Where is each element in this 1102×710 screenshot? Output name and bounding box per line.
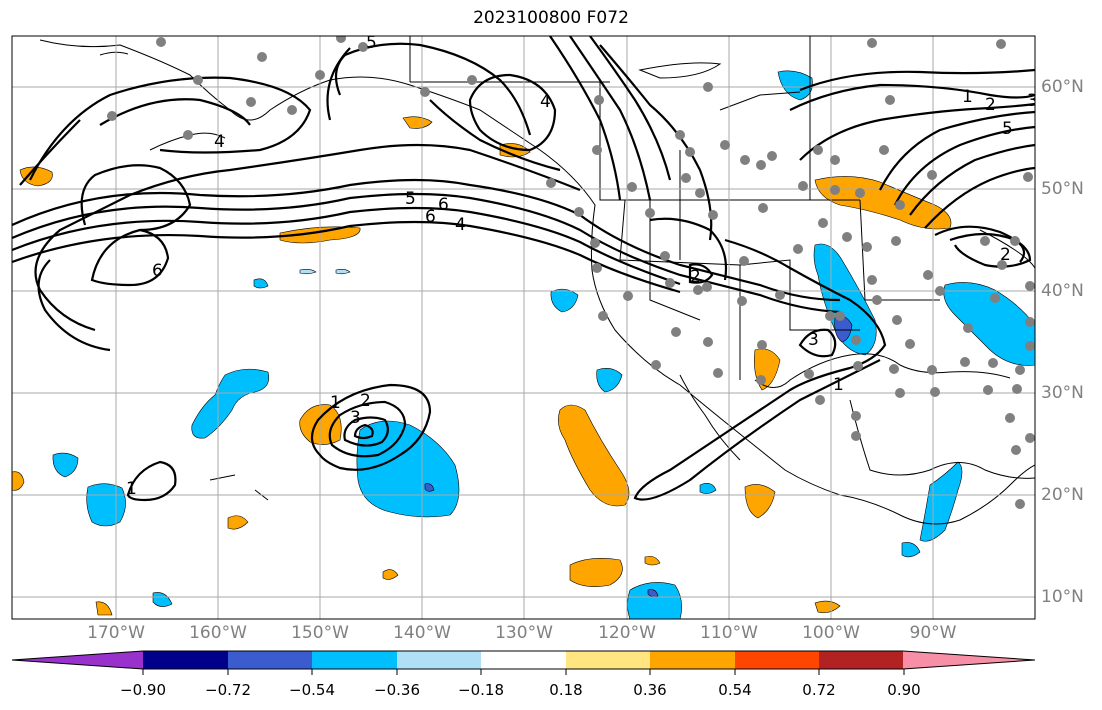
contour-label: 3 [350,408,361,428]
orange-region [12,471,25,491]
colorbar-segment [143,651,228,669]
blue-region [550,288,579,313]
blue-region [86,483,126,527]
colorbar-segments [12,651,1035,669]
orange-region [569,558,623,587]
colorbar-tick-label: −0.72 [205,681,251,699]
contour-label: 3 [808,330,819,350]
colorbar-outline [11,650,1036,670]
orange-region [95,601,113,616]
contour-label: 4 [455,215,466,235]
blue-region [299,269,317,275]
contour-label: 6 [152,261,163,281]
colorbar-ticks [142,669,905,675]
longitude-label: 170°W [87,623,145,643]
contour-label: 4 [214,132,225,152]
contour-label: 2 [360,391,371,411]
contour-label: 2 [690,267,701,287]
orange-region [644,555,661,566]
colorbar-segment [819,651,904,669]
orange-region [227,515,249,530]
blue-region [596,368,623,393]
colorbar-segment [481,651,566,669]
longitude-label: 150°W [291,623,349,643]
blue-region [335,269,351,275]
station-dots [107,36,1035,509]
longitude-label: 130°W [495,623,553,643]
orange-region [744,484,776,519]
contour-label: 2 [1000,245,1011,265]
contour-label: 1 [962,87,973,107]
colorbar-segment [903,651,904,669]
colorbar-tick-label: −0.18 [458,681,504,699]
contour-label: 5 [405,189,416,209]
blue-region [253,278,269,289]
longitude-label: 110°W [700,623,758,643]
blue-region [152,592,173,607]
contour-label: 4 [540,92,551,112]
latitude-label: 50°N [1041,179,1084,199]
colorbar-segment [312,651,397,669]
map-frame [11,35,1036,620]
orange-region [382,569,399,580]
colorbar-segment [650,651,735,669]
blue-region [813,243,877,356]
orange-region [402,116,433,129]
blue-region [901,542,921,558]
blue-region [699,483,717,494]
contour-label: 3 [1027,91,1038,111]
colorbar-segment [903,651,1035,669]
orange-region [814,176,952,230]
blue-region [627,582,682,619]
colorbar-tick-label: −0.36 [374,681,420,699]
latitude-label: 10°N [1041,587,1084,607]
colorbar-tick-label: −0.54 [289,681,335,699]
forecast-map: 1 2 3 4 5 6 1 2 3 4 5 6 1 2 3 4 5 6 1 2 [11,33,1038,620]
colorbar-segment [566,651,650,669]
longitude-label: 100°W [802,623,860,643]
contour-label: 6 [438,195,449,215]
colorbar-tick-label: −0.90 [120,681,166,699]
colorbar-segment [397,651,481,669]
latitude-label: 60°N [1041,77,1084,97]
longitude-label: 140°W [393,623,451,643]
contour-label-group: 1 2 3 4 5 6 1 2 3 4 5 6 1 2 3 4 5 6 1 2 [126,33,1038,499]
colorbar-segment [228,651,312,669]
latitude-label: 30°N [1041,383,1084,403]
contour-label: 5 [366,33,377,53]
colorbar-tick-label: 0.54 [718,681,752,699]
colorbar-tick-label: 0.18 [549,681,583,699]
contour-label: 5 [1002,119,1013,139]
colorbar-tick-label: 0.90 [887,681,921,699]
blue-region [356,420,460,518]
blue-region [52,452,79,478]
longitude-label: 120°W [598,623,656,643]
colorbar-segment [12,651,143,669]
blue-region [919,461,963,542]
purple-region [424,483,435,492]
latitude-label: 20°N [1041,485,1084,505]
colorbar-segment [735,651,819,669]
contour-label: 1 [330,393,341,413]
contour-label: 1 [833,375,844,395]
colorbar-tick-label: 0.36 [633,681,667,699]
map-title: 2023100800 F072 [473,8,629,28]
blue-region [191,368,269,439]
contour-lines [12,36,1035,502]
contour-label: 2 [985,95,996,115]
colorbar-tick-label: 0.72 [802,681,836,699]
latitude-label: 40°N [1041,281,1084,301]
blue-region [943,282,1035,366]
orange-region [814,600,841,614]
longitude-label: 90°W [909,623,957,643]
purple-region [647,589,659,597]
longitude-label: 160°W [189,623,247,643]
contour-label: 1 [126,479,137,499]
orange-region [558,404,630,507]
contour-label: 6 [425,207,436,227]
